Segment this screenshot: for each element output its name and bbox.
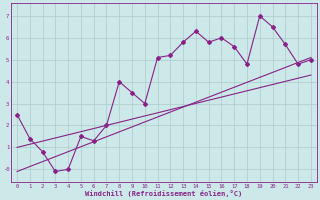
X-axis label: Windchill (Refroidissement éolien,°C): Windchill (Refroidissement éolien,°C): [85, 190, 243, 197]
